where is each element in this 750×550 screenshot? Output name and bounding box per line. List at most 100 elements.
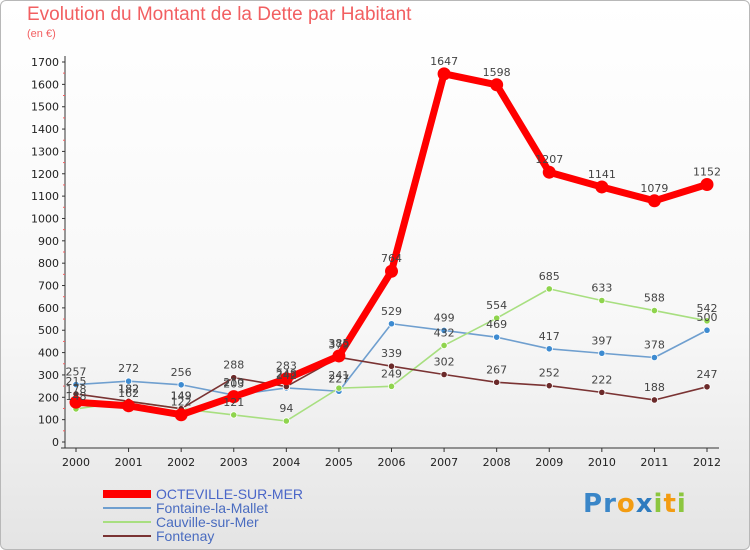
legend-label: Fontaine-la-Mallet	[156, 500, 268, 516]
y-tick-label: 600	[38, 302, 59, 315]
data-point	[122, 399, 136, 413]
logo-letter: i	[676, 489, 687, 519]
logo-letter: t	[663, 489, 677, 519]
data-point	[647, 194, 661, 208]
logo-letter: o	[616, 489, 636, 519]
x-tick-label: 2000	[62, 456, 90, 469]
data-label: 149	[171, 390, 192, 403]
chart-subtitle: (en €)	[27, 28, 56, 40]
y-tick-label: 100	[38, 414, 59, 427]
data-point	[124, 377, 133, 385]
data-point	[279, 372, 293, 386]
x-tick-label: 2009	[535, 456, 563, 469]
data-label: 339	[381, 347, 402, 360]
data-label: 1207	[535, 153, 563, 166]
data-label: 182	[118, 382, 139, 395]
x-tick-label: 2010	[588, 456, 616, 469]
data-label: 249	[381, 367, 402, 380]
x-tick-label: 2006	[378, 456, 406, 469]
data-label: 215	[66, 375, 87, 388]
data-label: 1598	[483, 66, 511, 79]
data-point	[703, 383, 711, 391]
data-point	[440, 341, 448, 350]
logo-letter: i	[653, 489, 664, 519]
data-label: 1079	[640, 182, 668, 195]
data-label: 210	[223, 376, 244, 389]
data-point	[493, 333, 501, 341]
data-label: 302	[434, 355, 455, 368]
data-label: 1647	[430, 55, 458, 68]
data-label: 378	[644, 339, 665, 352]
data-label: 685	[539, 270, 560, 283]
y-tick-label: 1400	[31, 123, 59, 136]
data-point	[387, 320, 396, 328]
y-tick-label: 1100	[31, 190, 59, 203]
data-label: 499	[434, 311, 455, 324]
data-point	[227, 390, 241, 404]
data-point	[598, 349, 606, 357]
x-tick-label: 2008	[483, 456, 511, 469]
data-label: 149	[171, 390, 192, 403]
data-point	[545, 382, 553, 390]
data-point	[598, 296, 606, 305]
data-label: 469	[486, 318, 507, 331]
x-tick-label: 2004	[272, 456, 300, 469]
y-tick-label: 200	[38, 391, 59, 404]
data-point	[542, 165, 556, 179]
data-point	[595, 180, 609, 194]
data-label: 267	[486, 363, 507, 376]
data-label: 417	[539, 330, 560, 343]
data-label: 122	[171, 396, 192, 409]
data-label: 242	[276, 369, 297, 382]
data-point	[69, 395, 83, 409]
x-tick-label: 2011	[640, 456, 668, 469]
data-label: 94	[279, 402, 293, 415]
y-tick-label: 1000	[31, 212, 59, 225]
legend-label: Fontenay	[156, 528, 214, 544]
data-point	[440, 326, 448, 335]
x-tick-label: 2003	[220, 456, 248, 469]
data-label: 283	[276, 360, 297, 373]
data-label: 162	[118, 387, 139, 400]
data-label: 227	[328, 372, 349, 385]
data-point	[72, 380, 80, 389]
data-label: 222	[591, 373, 612, 386]
data-label: 188	[644, 381, 665, 394]
data-label: 432	[434, 326, 455, 339]
logo-letter: x	[635, 489, 654, 519]
data-label: 272	[118, 362, 139, 375]
data-point	[650, 396, 659, 404]
data-point	[174, 408, 188, 422]
data-label: 148	[66, 390, 87, 403]
data-point	[703, 326, 711, 334]
y-tick-label: 1500	[31, 101, 59, 114]
data-label: 121	[223, 396, 244, 409]
data-point	[700, 177, 714, 191]
data-label: 542	[697, 302, 718, 315]
axes: 0 100 200 300 400 500 600 700 800 900 1000 1100 1200…	[31, 56, 721, 469]
data-label: 203	[223, 378, 244, 391]
data-label: 241	[328, 369, 349, 382]
y-tick-label: 500	[38, 324, 59, 337]
data-point	[387, 362, 396, 370]
data-point	[703, 317, 711, 325]
data-label: 248	[276, 368, 297, 381]
data-labels: 178 162 122 203 283 385 764 1647 1598 1207 1141 107…	[66, 55, 722, 415]
data-label: 247	[697, 368, 718, 381]
y-tick-label: 1200	[31, 168, 59, 181]
data-point	[545, 285, 553, 293]
logo-letter: P	[583, 489, 604, 519]
y-tick-label: 700	[38, 280, 59, 293]
y-tick-label: 300	[38, 369, 59, 382]
legend-label: Cauville-sur-Mer	[156, 514, 259, 530]
data-label: 633	[591, 282, 612, 295]
data-label: 257	[66, 366, 87, 379]
y-tick-label: 400	[38, 347, 59, 360]
data-label: 1141	[588, 168, 616, 181]
data-label: 256	[171, 366, 192, 379]
data-label: 379	[328, 338, 349, 351]
data-point	[650, 353, 659, 362]
data-point	[493, 378, 501, 386]
data-label: 1152	[693, 165, 721, 178]
y-tick-label: 1600	[31, 78, 59, 91]
